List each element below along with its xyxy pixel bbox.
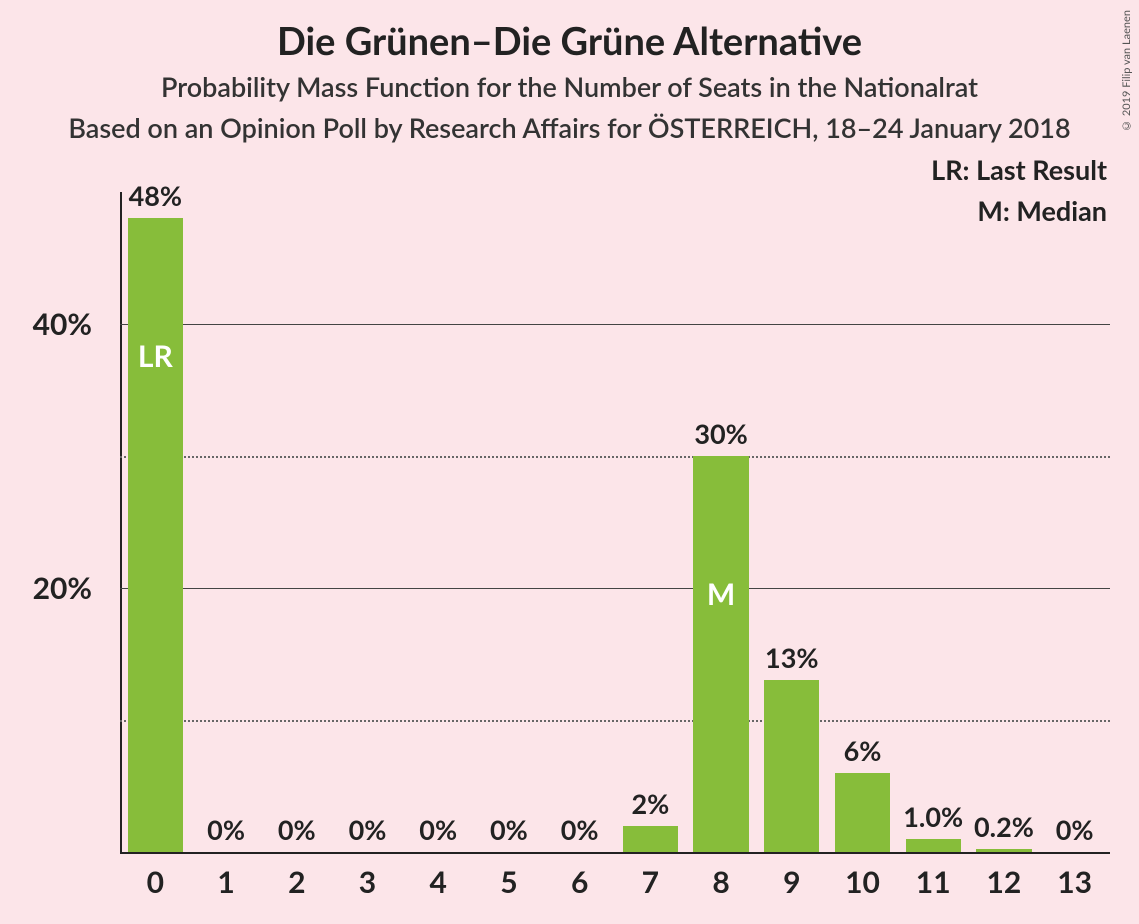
chart-subtitle: Probability Mass Function for the Number… [0,70,1139,103]
bar-value-label: 6% [844,734,882,767]
gridline-minor [120,456,1110,458]
gridline-minor [120,720,1110,722]
bar [835,773,890,852]
bar-value-label: 0% [1056,813,1094,846]
x-tick-label: 1 [217,864,234,900]
gridline-major [120,588,1110,589]
bar-value-label: 2% [631,787,669,820]
x-tick-label: 2 [288,864,305,900]
bar-value-label: 0% [278,813,316,846]
bar [693,456,748,852]
bar-value-label: 0% [207,813,245,846]
y-tick-label: 40% [12,306,92,342]
x-tick-label: 13 [1057,864,1092,900]
x-tick-label: 8 [712,864,729,900]
x-tick-label: 6 [571,864,588,900]
y-axis [120,192,122,852]
x-tick-label: 11 [916,864,951,900]
bar-value-label: 1.0% [903,800,963,833]
title-block: Die Grünen–Die Grüne Alternative Probabi… [0,0,1139,144]
bar [906,839,961,852]
bar-value-label: 0% [349,813,387,846]
bar-value-label: 0% [419,813,457,846]
x-tick-label: 7 [642,864,659,900]
bar-marker: M [707,576,735,612]
x-tick-label: 0 [147,864,164,900]
bar [128,218,183,852]
y-tick-label: 20% [12,570,92,606]
bar-value-label: 48% [129,179,182,212]
bar-value-label: 0% [490,813,528,846]
x-tick-label: 10 [845,864,880,900]
gridline-major [120,324,1110,325]
x-tick-label: 12 [987,864,1022,900]
bar [976,849,1031,852]
bar-value-label: 0.2% [974,810,1034,843]
legend-lr: LR: Last Result [931,150,1107,191]
x-axis [120,852,1110,854]
x-tick-label: 5 [500,864,517,900]
copyright: © 2019 Filip van Laenen [1120,10,1133,132]
bar-marker: LR [138,338,173,374]
x-tick-label: 3 [359,864,376,900]
bar [764,680,819,852]
bar-chart: 48%LR00%10%20%30%40%50%62%730%M813%96%10… [100,192,1110,852]
x-tick-label: 4 [430,864,447,900]
bar-value-label: 13% [765,641,818,674]
x-tick-label: 9 [783,864,800,900]
bar-value-label: 0% [561,813,599,846]
chart-subtitle2: Based on an Opinion Poll by Research Aff… [0,111,1139,144]
bar [623,826,678,852]
chart-title: Die Grünen–Die Grüne Alternative [0,18,1139,64]
bar-value-label: 30% [694,417,747,450]
